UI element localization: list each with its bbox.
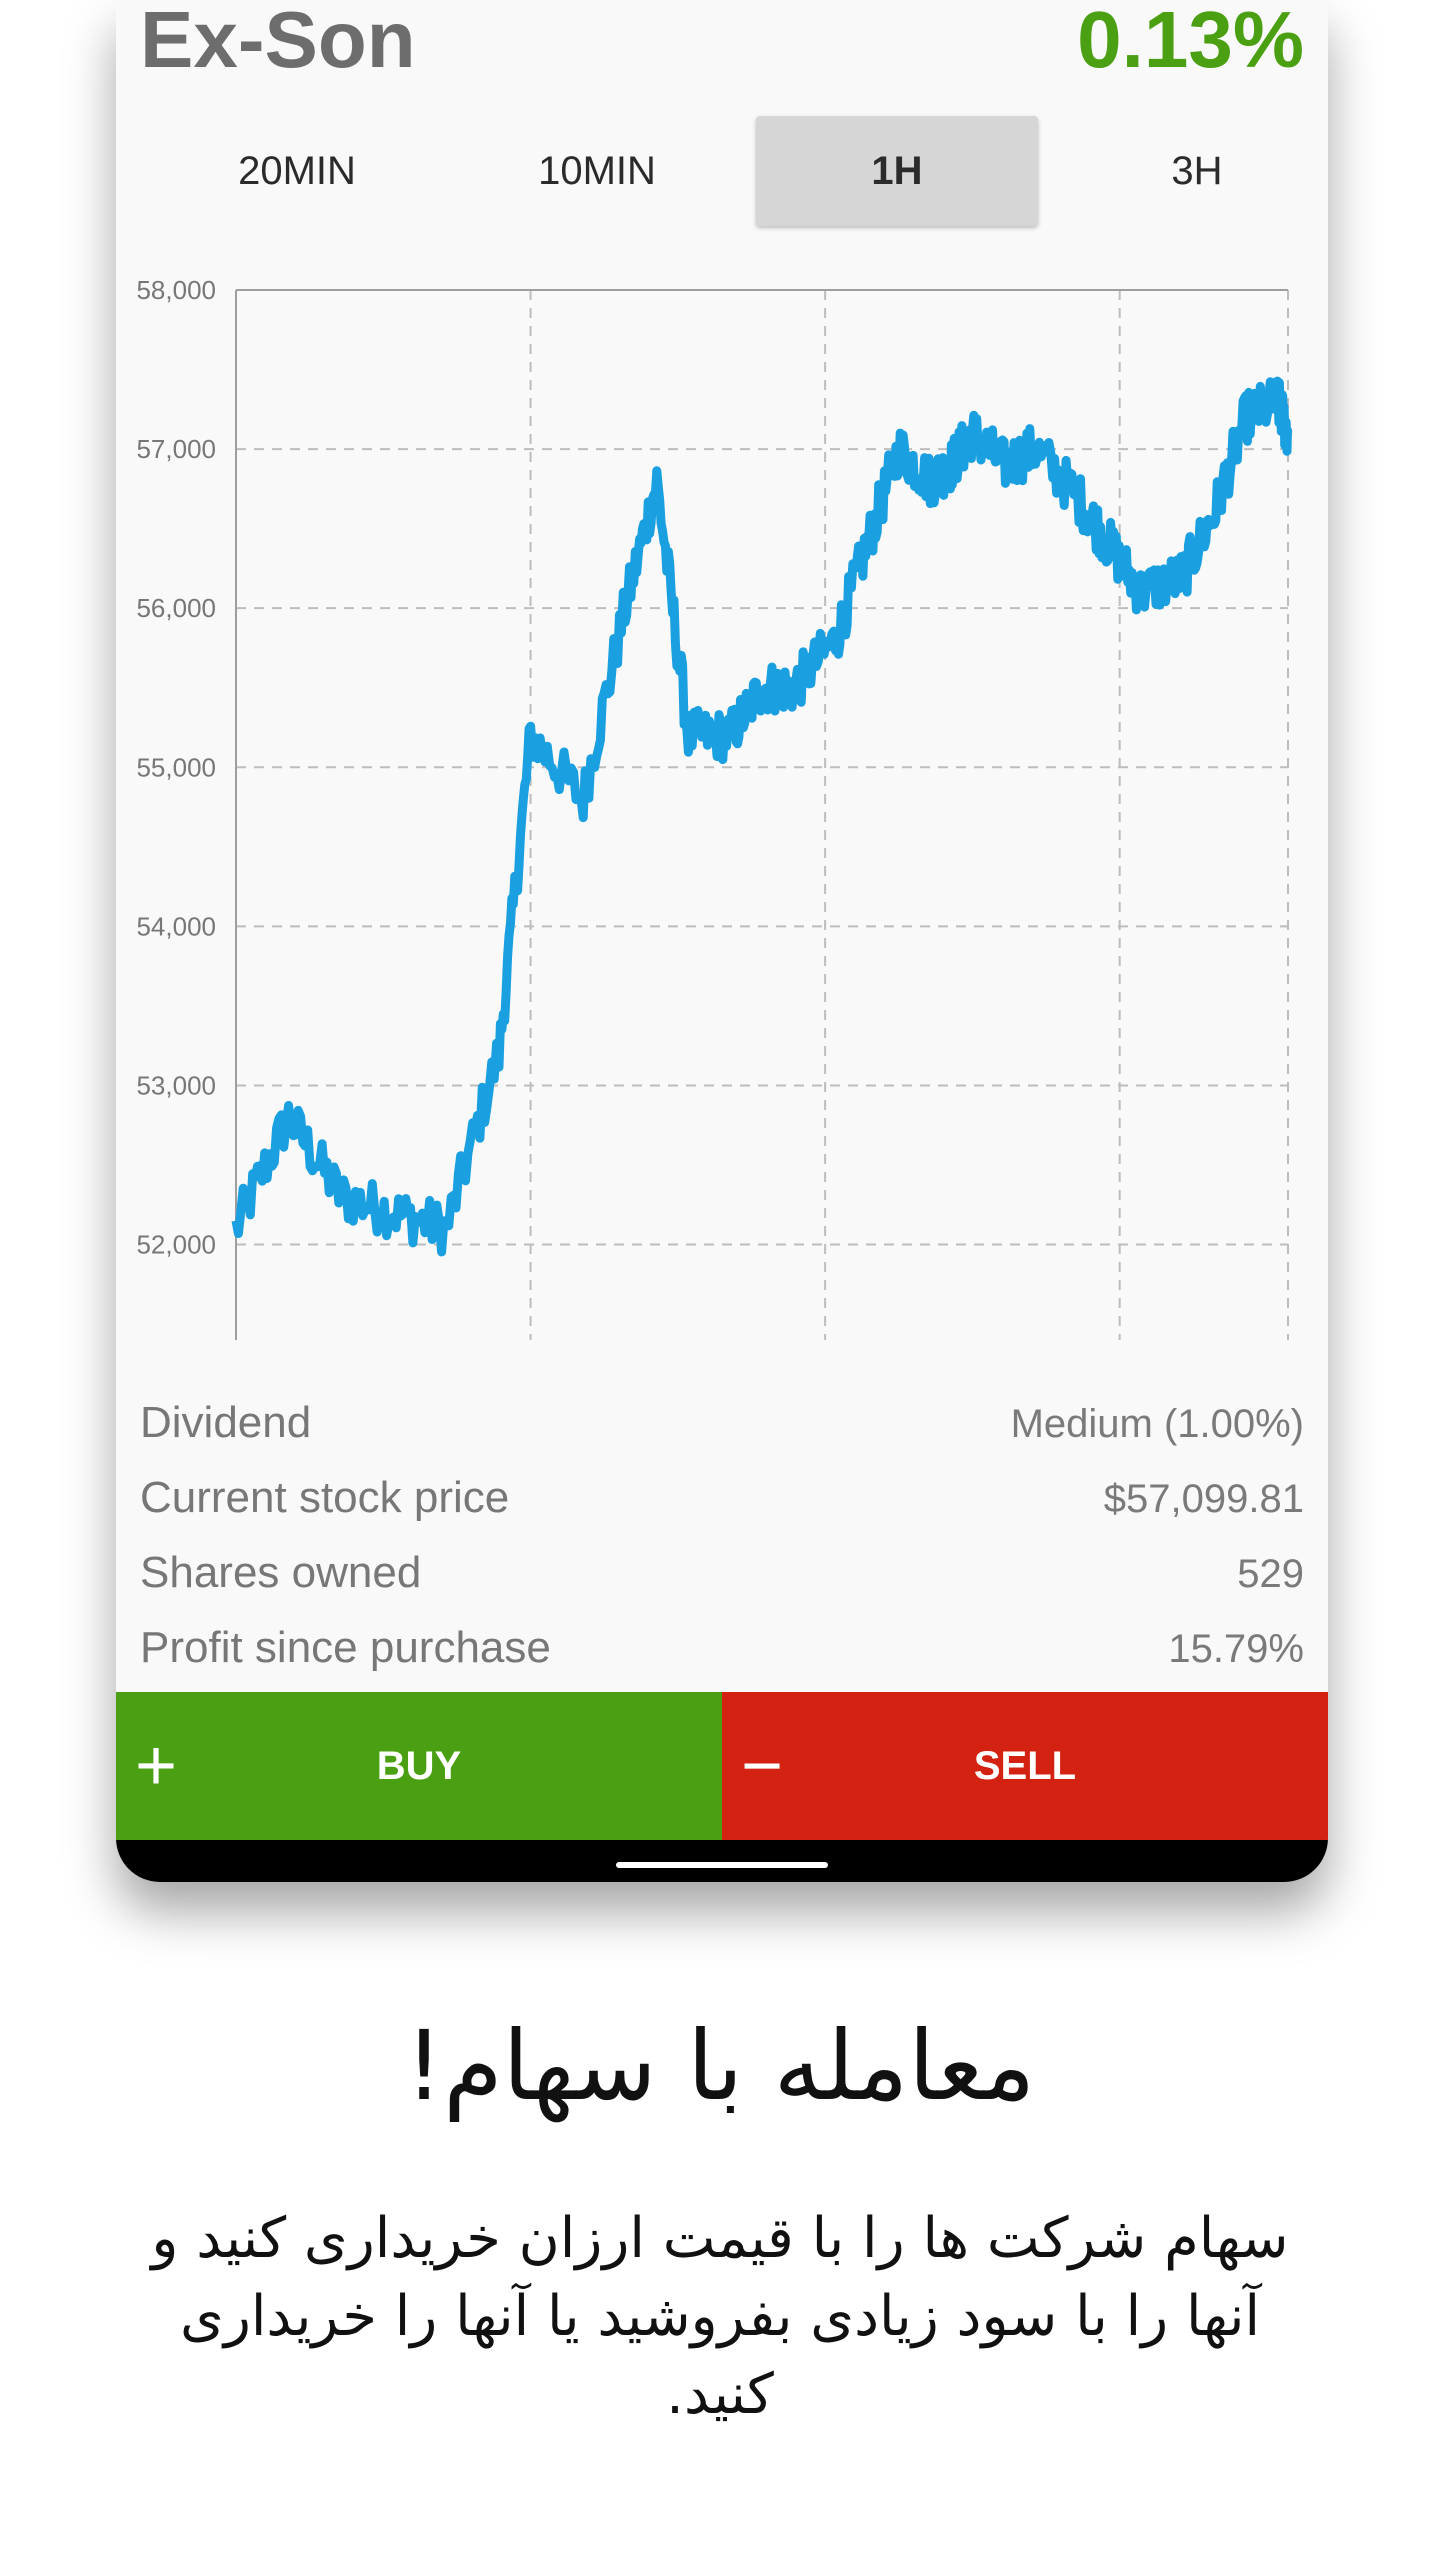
price-line [231,376,1293,1257]
timeframe-tabs: 20MIN 10MIN 1H 3H [156,116,1328,226]
stat-label: Profit since purchase [140,1623,551,1672]
y-tick-label: 58,000 [136,275,216,305]
navigation-bar [116,1840,1328,1882]
home-handle[interactable] [616,1862,828,1868]
y-tick-label: 52,000 [136,1230,216,1260]
buy-button[interactable]: + BUY [116,1692,722,1840]
sell-button[interactable]: − SELL [722,1692,1328,1840]
stat-value: Medium (1.00%) [1010,1402,1304,1446]
stat-label: Dividend [140,1398,312,1447]
stat-shares-owned: Shares owned 529 [140,1538,1304,1613]
stock-stats: Dividend Medium (1.00%) Current stock pr… [140,1388,1304,1688]
stat-label: Current stock price [140,1473,510,1522]
stock-name: Ex-Son [140,0,416,84]
price-chart: 58,000 57,000 56,000 55,000 54,000 53,000 52,0… [136,275,1293,1340]
stat-dividend: Dividend Medium (1.00%) [140,1388,1304,1463]
stat-value: 529 [1237,1552,1304,1596]
promo-description: سهام شرکت ها را با قیمت ارزان خریداری کن… [151,2206,1289,2427]
promo-heading: معامله با سهام! [404,2010,1036,2122]
y-tick-label: 55,000 [136,752,216,782]
plus-icon: + [134,1726,178,1806]
stat-current-price: Current stock price $57,099.81 [140,1463,1304,1538]
tab-10min[interactable]: 10MIN [538,149,656,193]
sell-label: SELL [973,1744,1077,1788]
y-tick-label: 54,000 [136,911,216,941]
y-tick-label: 57,000 [136,434,216,464]
tab-3h[interactable]: 3H [1171,149,1223,193]
minus-icon: − [740,1726,784,1806]
y-tick-label: 53,000 [136,1070,216,1100]
tab-20min[interactable]: 20MIN [238,149,356,193]
stat-value: 15.79% [1168,1627,1304,1671]
stat-profit: Profit since purchase 15.79% [140,1613,1304,1688]
stock-change-percent: 0.13% [1077,0,1304,84]
y-tick-label: 56,000 [136,593,216,623]
buy-label: BUY [376,1744,462,1788]
stat-label: Shares owned [140,1548,422,1597]
tab-1h[interactable]: 1H [756,116,1038,226]
phone-screen: Ex-Son 0.13% 20MIN 10MIN 1H 3H 58,000 57,… [116,0,1328,1882]
stat-value: $57,099.81 [1103,1477,1304,1521]
